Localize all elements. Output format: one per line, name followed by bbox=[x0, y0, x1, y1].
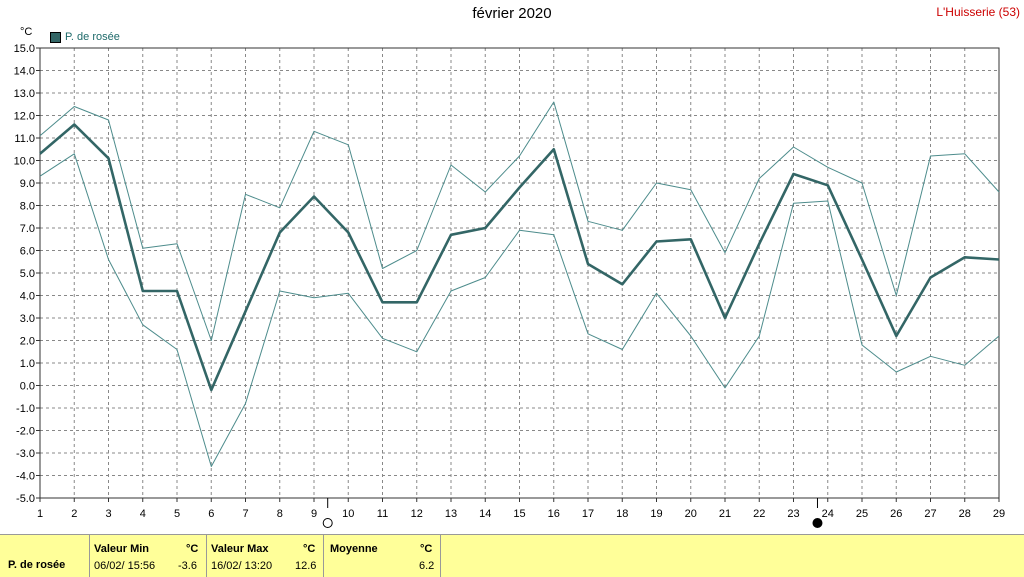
x-tick-label: 25 bbox=[856, 508, 868, 520]
station-name: L'Huisserie (53) bbox=[936, 5, 1020, 19]
x-tick-label: 17 bbox=[582, 508, 594, 520]
min-datetime: 06/02/ 15:56 bbox=[94, 560, 156, 572]
x-tick-label: 9 bbox=[311, 508, 317, 520]
min-value: -3.6 bbox=[178, 560, 197, 572]
x-tick-label: 28 bbox=[959, 508, 971, 520]
x-tick-label: 11 bbox=[377, 508, 388, 520]
y-tick-label: 5.0 bbox=[20, 268, 35, 280]
y-tick-label: 0.0 bbox=[20, 381, 35, 393]
y-tick-label: -2.0 bbox=[16, 426, 35, 438]
y-tick-label: 1.0 bbox=[20, 358, 35, 370]
avg-label: Moyenne bbox=[330, 543, 378, 555]
x-tick-label: 4 bbox=[140, 508, 146, 520]
y-tick-label: -1.0 bbox=[16, 403, 35, 415]
x-tick-label: 10 bbox=[342, 508, 354, 520]
x-tick-label: 22 bbox=[753, 508, 765, 520]
x-tick-label: 29 bbox=[993, 508, 1005, 520]
max-value: 12.6 bbox=[295, 560, 317, 572]
y-tick-label: 14.0 bbox=[14, 66, 35, 78]
avg-unit: °C bbox=[420, 543, 433, 555]
min-series-line bbox=[39, 153, 1000, 467]
dew-point-chart: 15.014.013.012.011.010.09.08.07.06.05.04… bbox=[14, 43, 1005, 528]
max-label: Valeur Max bbox=[211, 543, 269, 555]
max-series-line bbox=[39, 101, 1000, 341]
y-tick-label: 8.0 bbox=[20, 201, 35, 213]
chart-title: février 2020 bbox=[472, 5, 552, 22]
x-tick-label: 2 bbox=[71, 508, 77, 520]
y-tick-label: 15.0 bbox=[14, 43, 35, 55]
y-tick-label: 4.0 bbox=[20, 291, 35, 303]
legend: P. de rosée bbox=[50, 31, 120, 43]
x-tick-label: 24 bbox=[822, 508, 834, 520]
y-tick-label: 12.0 bbox=[14, 111, 35, 123]
new-moon-icon bbox=[812, 518, 823, 528]
footer-min-cell: Valeur Min °C 06/02/ 15:56 -3.6 bbox=[89, 535, 207, 577]
max-unit: °C bbox=[303, 543, 316, 555]
max-datetime: 16/02/ 13:20 bbox=[211, 560, 273, 572]
x-tick-label: 5 bbox=[174, 508, 180, 520]
x-tick-label: 26 bbox=[890, 508, 902, 520]
footer-avg-cell: Moyenne °C 6.2 bbox=[323, 535, 441, 577]
y-tick-label: -5.0 bbox=[16, 493, 35, 505]
y-tick-label: 7.0 bbox=[20, 223, 35, 235]
y-tick-label: 10.0 bbox=[14, 156, 35, 168]
x-tick-label: 15 bbox=[513, 508, 525, 520]
min-label: Valeur Min bbox=[94, 543, 150, 555]
y-tick-label: 6.0 bbox=[20, 246, 35, 258]
x-tick-label: 8 bbox=[277, 508, 283, 520]
x-tick-label: 1 bbox=[37, 508, 43, 520]
footer-param-cell: P. de rosée bbox=[0, 535, 90, 577]
full-moon-icon bbox=[322, 518, 333, 528]
stats-footer: P. de rosée Valeur Min °C 06/02/ 15:56 -… bbox=[0, 534, 1024, 577]
avg-value: 6.2 bbox=[419, 560, 435, 572]
mean-series-line bbox=[39, 123, 1000, 392]
y-tick-label: 13.0 bbox=[14, 88, 35, 100]
x-tick-label: 12 bbox=[411, 508, 423, 520]
x-tick-label: 6 bbox=[208, 508, 214, 520]
x-tick-label: 13 bbox=[445, 508, 457, 520]
x-tick-label: 23 bbox=[787, 508, 799, 520]
x-tick-label: 7 bbox=[242, 508, 248, 520]
legend-label: P. de rosée bbox=[65, 31, 120, 43]
y-tick-label: 11.0 bbox=[14, 133, 35, 145]
footer-max-cell: Valeur Max °C 16/02/ 13:20 12.6 bbox=[206, 535, 324, 577]
y-tick-label: 2.0 bbox=[20, 336, 35, 348]
x-tick-label: 16 bbox=[548, 508, 560, 520]
x-tick-label: 18 bbox=[616, 508, 628, 520]
x-tick-label: 20 bbox=[685, 508, 697, 520]
footer-param-label: P. de rosée bbox=[8, 559, 66, 571]
x-tick-label: 27 bbox=[924, 508, 936, 520]
y-tick-label: -3.0 bbox=[16, 448, 35, 460]
x-tick-label: 19 bbox=[650, 508, 662, 520]
legend-swatch bbox=[50, 31, 61, 43]
y-axis-unit: °C bbox=[20, 26, 33, 38]
y-tick-label: 9.0 bbox=[20, 178, 35, 190]
x-tick-label: 21 bbox=[719, 508, 731, 520]
y-tick-label: 3.0 bbox=[20, 313, 35, 325]
x-tick-label: 14 bbox=[479, 508, 491, 520]
y-tick-label: -4.0 bbox=[16, 471, 35, 483]
x-tick-label: 3 bbox=[105, 508, 111, 520]
min-unit: °C bbox=[186, 543, 199, 555]
